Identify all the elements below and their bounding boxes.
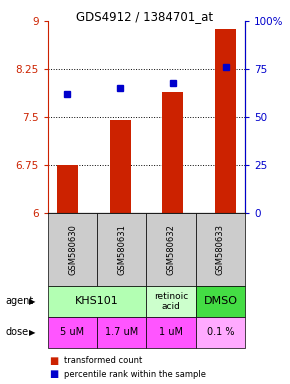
Text: transformed count: transformed count <box>64 356 142 366</box>
Text: KHS101: KHS101 <box>75 296 119 306</box>
Text: 1 uM: 1 uM <box>159 327 183 337</box>
Text: ■: ■ <box>49 356 59 366</box>
Text: 1.7 uM: 1.7 uM <box>105 327 138 337</box>
Text: GSM580633: GSM580633 <box>216 224 225 275</box>
Text: ▶: ▶ <box>29 328 35 337</box>
Bar <box>215 30 236 213</box>
Bar <box>162 91 183 213</box>
Text: GDS4912 / 1384701_at: GDS4912 / 1384701_at <box>77 10 213 23</box>
Bar <box>110 120 130 213</box>
Text: GSM580630: GSM580630 <box>68 224 77 275</box>
Text: GSM580631: GSM580631 <box>117 224 126 275</box>
Text: retinoic
acid: retinoic acid <box>154 292 188 311</box>
Text: agent: agent <box>6 296 34 306</box>
Text: percentile rank within the sample: percentile rank within the sample <box>64 370 206 379</box>
Text: dose: dose <box>6 327 29 337</box>
Text: ■: ■ <box>49 369 59 379</box>
Text: GSM580632: GSM580632 <box>166 224 176 275</box>
Text: 5 uM: 5 uM <box>60 327 85 337</box>
Bar <box>57 165 78 213</box>
Text: 0.1 %: 0.1 % <box>207 327 234 337</box>
Text: ▶: ▶ <box>29 297 35 306</box>
Text: DMSO: DMSO <box>203 296 238 306</box>
